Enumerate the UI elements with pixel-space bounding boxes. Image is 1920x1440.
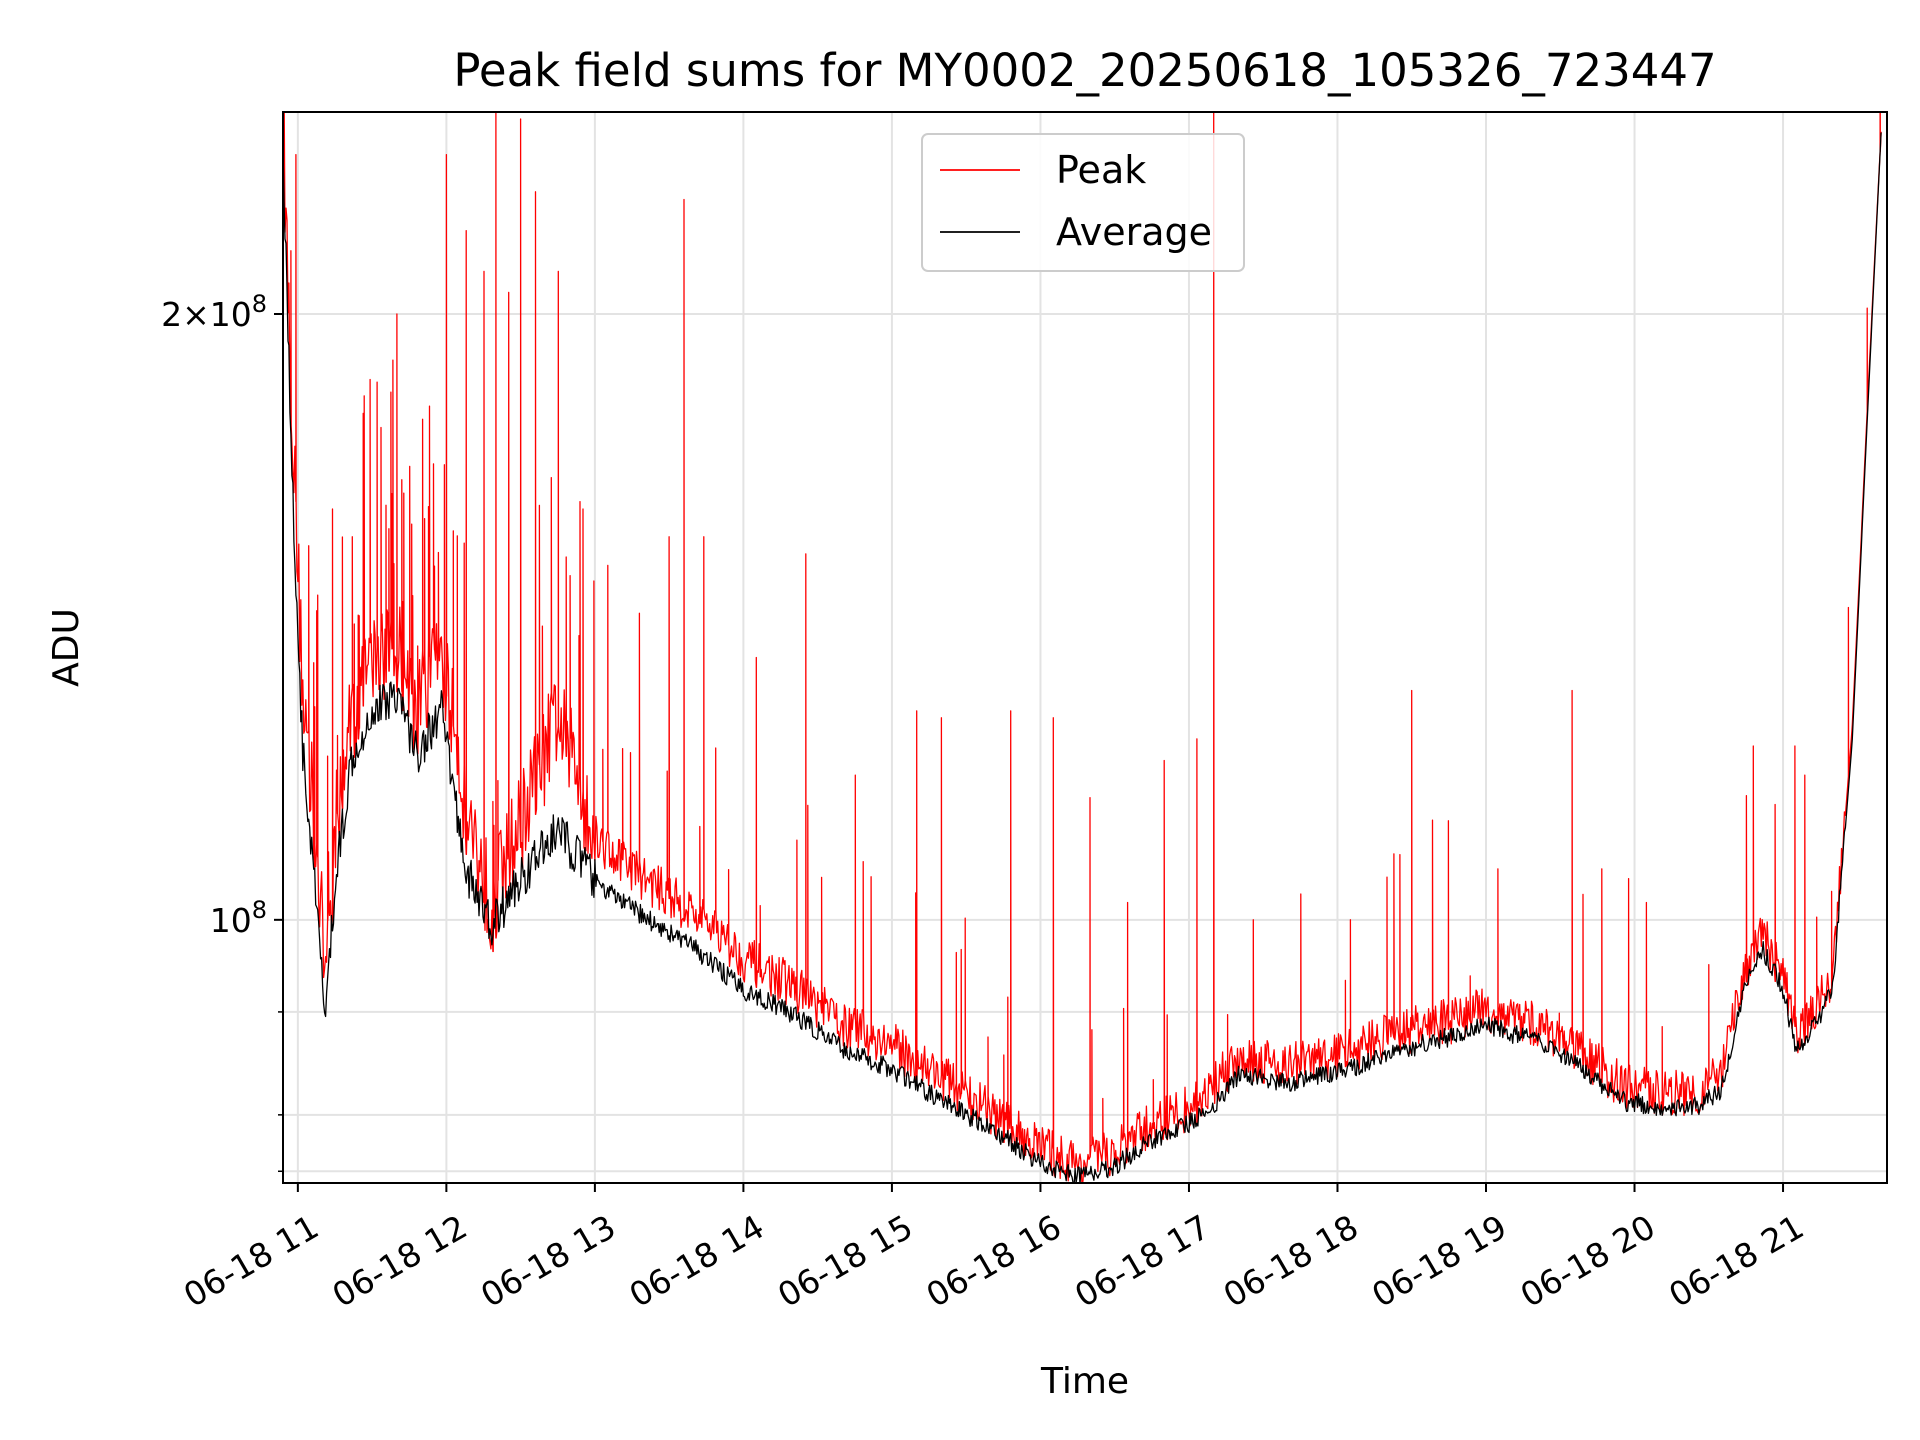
x-tick-label: 06-18 14	[623, 1207, 771, 1315]
x-axis-label: Time	[1040, 1361, 1129, 1402]
series-line-average	[283, 132, 1882, 1183]
legend-label-average: Average	[1056, 210, 1212, 254]
x-tick-label: 06-18 16	[920, 1207, 1068, 1315]
x-tick-label: 06-18 21	[1662, 1207, 1810, 1315]
x-tick-label: 06-18 19	[1365, 1207, 1513, 1315]
x-tick-label: 06-18 13	[474, 1207, 622, 1315]
legend-box	[921, 133, 1245, 272]
plot-frame	[282, 111, 1888, 1184]
legend-label-peak: Peak	[1056, 148, 1146, 192]
chart-grid	[283, 112, 1887, 1183]
x-tick-label: 06-18 15	[771, 1207, 919, 1315]
series-layer	[283, 112, 1882, 1183]
x-tick-label: 06-18 17	[1068, 1207, 1216, 1315]
chart-title: Peak field sums for MY0002_20250618_1053…	[453, 44, 1716, 97]
x-tick-label: 06-18 11	[177, 1207, 325, 1315]
x-tick-label: 06-18 20	[1514, 1207, 1662, 1315]
y-axis-ticks: 108 2×108	[161, 290, 283, 1173]
y-tick-label: 108	[210, 896, 267, 940]
y-axis-label: ADU	[46, 608, 87, 687]
x-axis-ticks: 06-18 11 06-18 12 06-18 13 06-18 14 06-18 15…	[177, 1183, 1810, 1315]
legend: Peak Average	[921, 133, 1245, 272]
y-tick-label: 2×108	[161, 290, 267, 334]
x-tick-label: 06-18 12	[326, 1207, 474, 1315]
x-tick-label: 06-18 18	[1217, 1207, 1365, 1315]
